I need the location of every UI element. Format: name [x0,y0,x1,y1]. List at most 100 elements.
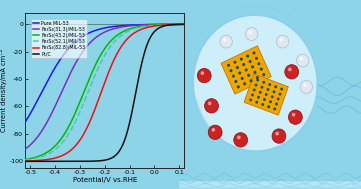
Bar [179,184,361,188]
Bar [179,185,361,189]
Bar [179,184,361,188]
Circle shape [279,93,280,95]
Fe₃S₄(31.3)/MIL-53 [182,23,186,25]
Fe₃S₄(31.3)/MIL-53 [144,24,148,26]
Fe₃S₄(43.2)/MIL-53 [124,29,129,31]
Fe₃S₄(82.8)/MIL-53 [119,45,124,47]
Bar [179,184,361,188]
Circle shape [238,86,239,88]
Pt/C [119,146,124,148]
Circle shape [281,88,282,90]
Circle shape [254,71,256,73]
Bar [179,183,361,186]
Bar [179,182,361,186]
Circle shape [261,68,262,70]
Circle shape [273,91,275,93]
Fe₃S₄(31.3)/MIL-53 [119,26,124,28]
Pt/C [23,160,27,163]
Fe₃S₄(43.2)/MIL-53 [144,25,148,27]
Circle shape [236,67,238,68]
Pt/C [33,160,37,163]
X-axis label: Potential/V vs.RHE: Potential/V vs.RHE [73,177,137,183]
Bar [179,182,361,186]
Fe₃S₄(82.8)/MIL-53 [160,24,164,26]
Pt/C [144,47,148,50]
Circle shape [212,128,215,132]
Bar [179,184,361,187]
Bar [179,183,361,186]
Circle shape [253,52,255,54]
Bar [179,183,361,187]
Bar [179,182,361,186]
Circle shape [256,101,257,103]
Circle shape [278,98,279,100]
Circle shape [258,96,259,98]
Circle shape [257,79,258,81]
Bar [179,185,361,189]
Fe₃S₄(31.3)/MIL-53 [116,27,120,29]
Circle shape [275,86,277,88]
Circle shape [292,113,295,117]
Circle shape [223,38,226,41]
Bar [179,182,361,186]
Line: Fe₃S₄(82.8)/MIL-53: Fe₃S₄(82.8)/MIL-53 [25,24,184,161]
Circle shape [235,81,237,82]
Circle shape [253,89,255,91]
Pure MIL-53 [144,23,148,26]
Pt/C [182,23,186,25]
Circle shape [263,81,264,83]
Circle shape [267,89,269,90]
Fe₃S₄(52.1)/MIL-53 [116,37,120,40]
Bar [179,184,361,188]
Circle shape [261,87,263,88]
Pure MIL-53 [124,24,129,26]
Circle shape [264,99,265,100]
Circle shape [258,63,260,65]
Circle shape [248,74,249,76]
Circle shape [271,96,273,98]
Bar [179,184,361,187]
Circle shape [230,70,232,71]
Fe₃S₄(82.8)/MIL-53 [182,23,186,26]
Bar [179,185,361,189]
Fe₃S₄(52.1)/MIL-53 [23,159,27,161]
Fe₃S₄(31.3)/MIL-53 [160,23,164,26]
Bar [179,182,361,185]
Pure MIL-53 [160,23,164,26]
Fe₃S₄(43.2)/MIL-53 [33,156,37,159]
Bar [179,182,361,186]
Circle shape [275,132,279,136]
Circle shape [205,99,218,113]
Circle shape [234,133,248,147]
Pt/C [116,152,120,155]
Pt/C [160,26,164,28]
Circle shape [270,101,271,102]
Ellipse shape [193,15,317,151]
Line: Pt/C: Pt/C [25,24,184,161]
Line: Fe₃S₄(43.2)/MIL-53: Fe₃S₄(43.2)/MIL-53 [25,24,184,159]
Circle shape [257,77,258,78]
Circle shape [265,94,267,95]
Bar [179,185,361,189]
Circle shape [228,64,229,66]
Circle shape [232,75,234,77]
Circle shape [197,68,211,83]
Circle shape [249,61,251,62]
Circle shape [240,58,242,60]
Bar [179,184,361,188]
Bar [179,183,361,187]
Fe₃S₄(31.3)/MIL-53 [23,148,27,150]
Legend: Pure MIL-53, Fe₃S₄(31.3)/MIL-53, Fe₃S₄(43.2)/MIL-53, Fe₃S₄(52.1)/MIL-53, Fe₃S₄(8: Pure MIL-53, Fe₃S₄(31.3)/MIL-53, Fe₃S₄(4… [31,19,87,58]
Polygon shape [221,46,271,94]
Pure MIL-53 [116,25,120,27]
Fe₃S₄(52.1)/MIL-53 [182,23,186,26]
Circle shape [269,84,270,85]
Bar [179,183,361,187]
Circle shape [208,101,212,105]
Bar [179,182,361,186]
Circle shape [239,72,241,74]
Fe₃S₄(82.8)/MIL-53 [124,39,129,41]
Circle shape [245,28,258,40]
Fe₃S₄(82.8)/MIL-53 [23,160,27,162]
Circle shape [234,61,236,63]
